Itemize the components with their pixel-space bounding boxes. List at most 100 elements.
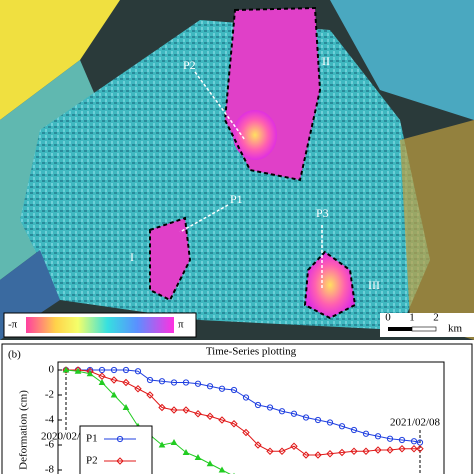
patch bbox=[330, 0, 474, 120]
colorbar-label: -π bbox=[8, 319, 18, 331]
region-i bbox=[149, 216, 192, 302]
chart-title: Time-Series plotting bbox=[206, 346, 297, 358]
marker bbox=[194, 380, 202, 387]
marker bbox=[398, 445, 406, 453]
scale-bar bbox=[388, 327, 412, 331]
pointer bbox=[194, 71, 246, 141]
point-label: P1 bbox=[230, 192, 243, 206]
marker bbox=[122, 366, 130, 374]
y-tick-label: -2 bbox=[45, 389, 54, 401]
marker bbox=[62, 366, 70, 373]
marker bbox=[302, 414, 310, 421]
main-area bbox=[20, 20, 430, 330]
legend-box bbox=[79, 425, 153, 474]
marker bbox=[350, 426, 358, 434]
marker bbox=[182, 379, 190, 386]
marker bbox=[290, 410, 298, 417]
legend-marker bbox=[116, 435, 124, 443]
marker bbox=[386, 435, 394, 442]
marker bbox=[146, 376, 154, 384]
marker bbox=[110, 391, 118, 398]
panel-label: (b) bbox=[8, 349, 21, 361]
series-line bbox=[66, 369, 421, 443]
marker bbox=[314, 416, 322, 424]
marker bbox=[326, 419, 334, 426]
marker bbox=[74, 367, 82, 374]
marker bbox=[158, 403, 166, 412]
marker bbox=[374, 433, 382, 440]
marker bbox=[254, 401, 262, 409]
marker bbox=[110, 376, 118, 384]
marker bbox=[218, 466, 226, 473]
annotation: 2020/02/26 bbox=[41, 431, 92, 443]
marker bbox=[410, 445, 418, 453]
region-label: I bbox=[130, 250, 134, 264]
marker bbox=[350, 447, 358, 455]
pointer bbox=[179, 204, 229, 233]
marker bbox=[338, 448, 346, 457]
marker bbox=[194, 410, 202, 418]
marker bbox=[170, 438, 178, 445]
marker bbox=[230, 386, 238, 394]
marker bbox=[278, 447, 286, 455]
y-tick-label: -8 bbox=[45, 464, 55, 474]
marker bbox=[146, 391, 154, 399]
legend: P1P2P3 bbox=[79, 425, 153, 474]
marker bbox=[290, 442, 298, 450]
y-tick-label: -4 bbox=[45, 414, 55, 426]
marker bbox=[98, 378, 106, 385]
region-label: II bbox=[322, 54, 330, 68]
marker bbox=[266, 447, 274, 455]
marker bbox=[62, 366, 70, 374]
marker bbox=[302, 451, 310, 459]
panel-frame bbox=[1, 343, 473, 474]
series-line bbox=[65, 369, 231, 474]
marker bbox=[86, 370, 94, 377]
marker bbox=[338, 423, 346, 430]
scale-label: km bbox=[448, 323, 463, 335]
marker bbox=[410, 438, 418, 445]
marker bbox=[242, 394, 250, 401]
marker bbox=[206, 460, 214, 467]
marker bbox=[362, 430, 370, 437]
marker bbox=[206, 412, 214, 420]
marker bbox=[242, 428, 250, 437]
marker bbox=[254, 441, 262, 449]
marker bbox=[374, 446, 382, 454]
marker bbox=[134, 385, 142, 393]
marker bbox=[170, 379, 178, 386]
region-label: III bbox=[368, 278, 380, 292]
marker bbox=[326, 450, 334, 458]
plot-frame bbox=[57, 361, 445, 474]
legend-label: P1 bbox=[86, 433, 98, 445]
colorbar-label: π bbox=[178, 319, 184, 331]
legend-label: P2 bbox=[86, 455, 98, 467]
marker bbox=[158, 378, 166, 385]
marker bbox=[398, 436, 406, 444]
marker bbox=[386, 446, 394, 454]
y-axis-label: Deformation (cm) bbox=[18, 390, 30, 470]
annotation: 2021/02/08 bbox=[390, 417, 441, 429]
y-tick-label: 0 bbox=[49, 364, 55, 376]
scale-label: 1 bbox=[409, 312, 415, 324]
patch bbox=[400, 120, 474, 340]
marker bbox=[218, 385, 226, 392]
point-label: P2 bbox=[183, 58, 196, 72]
colorbar bbox=[26, 317, 174, 333]
marker bbox=[170, 406, 178, 414]
scale-label: 2 bbox=[433, 312, 439, 324]
marker bbox=[362, 447, 370, 455]
marker bbox=[278, 408, 286, 415]
series-line bbox=[66, 369, 420, 456]
marker bbox=[182, 406, 190, 414]
outline bbox=[223, 6, 322, 182]
marker bbox=[158, 441, 166, 448]
marker bbox=[122, 378, 130, 387]
region-iii bbox=[303, 250, 357, 320]
marker bbox=[314, 451, 322, 459]
marker bbox=[206, 383, 214, 390]
legend-marker bbox=[116, 457, 124, 465]
